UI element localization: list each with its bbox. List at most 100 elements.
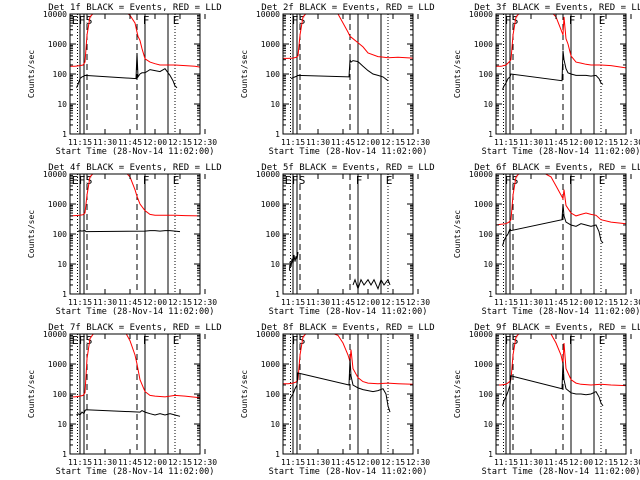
panel-title: Det 4f BLACK = Events, RED = LLD: [48, 163, 221, 173]
phase-label: E: [285, 174, 292, 187]
plot-frame: [69, 173, 201, 295]
x-tick-label: 11:30: [306, 458, 330, 467]
panel-title: Det 5f BLACK = Events, RED = LLD: [261, 163, 434, 173]
x-tick-label: 11:30: [93, 298, 117, 307]
y-tick-label: 10000: [469, 330, 493, 339]
x-tick-label: 11:45: [331, 458, 355, 467]
phase-label: E: [599, 14, 606, 27]
y-tick-label: 10: [270, 260, 280, 269]
y-tick-label: 1000: [261, 360, 280, 369]
panel-6: Det 6f BLACK = Events, RED = LLD Counts/s…: [453, 163, 640, 317]
plot-frame: [282, 173, 414, 295]
y-tick-label: 1000: [474, 40, 493, 49]
series-events-line: [76, 409, 181, 417]
phase-label: F: [356, 174, 363, 187]
series-lld-line: [70, 14, 200, 68]
panel-7: Det 7f BLACK = Events, RED = LLD Counts/s…: [27, 323, 222, 477]
phase-label: F: [292, 334, 299, 347]
phase-label: F: [569, 174, 576, 187]
y-tick-label: 10: [483, 260, 493, 269]
x-tick-label: 12:30: [193, 458, 217, 467]
phase-label: F: [569, 334, 576, 347]
phase-label: E: [173, 14, 180, 27]
y-tick-label: 1: [488, 450, 493, 459]
y-axis-label: Counts/sec: [240, 50, 249, 98]
plot-frame: [495, 173, 627, 295]
y-tick-label: 1000: [48, 40, 67, 49]
x-tick-label: 11:45: [118, 298, 142, 307]
series-events-line: [502, 361, 604, 407]
panel-3: Det 3f BLACK = Events, RED = LLD Counts/s…: [453, 3, 640, 157]
y-tick-label: 1000: [474, 360, 493, 369]
plot-frame: [495, 333, 627, 455]
panel-1: Det 1f BLACK = Events, RED = LLD Counts/s…: [27, 3, 222, 157]
y-tick-label: 10000: [469, 10, 493, 19]
x-tick-label: 11:45: [118, 458, 142, 467]
phase-label: F: [79, 14, 86, 27]
phase-label: E: [72, 334, 79, 347]
y-tick-label: 10: [57, 260, 67, 269]
panel-4: Det 4f BLACK = Events, RED = LLD Counts/s…: [27, 163, 222, 317]
x-tick-label: 12:30: [193, 138, 217, 147]
phase-label: F: [292, 14, 299, 27]
y-tick-label: 10000: [256, 170, 280, 179]
series-events-line: [290, 59, 389, 82]
x-axis-label: Start Time (28-Nov-14 11:02:00): [269, 147, 428, 157]
panel-title: Det 9f BLACK = Events, RED = LLD: [474, 323, 640, 333]
y-tick-label: 10000: [43, 330, 67, 339]
y-tick-label: 1000: [474, 200, 493, 209]
phase-label: F: [505, 14, 512, 27]
x-tick-label: 11:15: [281, 298, 305, 307]
x-tick-label: 12:30: [406, 298, 430, 307]
x-tick-label: 11:30: [93, 458, 117, 467]
series-events-line: [76, 52, 178, 89]
y-tick-label: 100: [266, 230, 281, 239]
x-tick-label: 11:15: [281, 458, 305, 467]
phase-label: S: [299, 174, 306, 187]
x-tick-label: 12:15: [594, 458, 618, 467]
panel-title: Det 8f BLACK = Events, RED = LLD: [261, 323, 434, 333]
series-lld-line: [496, 14, 626, 69]
plot-frame: [282, 333, 414, 455]
y-tick-label: 10: [57, 420, 67, 429]
phase-label: F: [505, 334, 512, 347]
x-tick-label: 12:15: [168, 298, 192, 307]
x-tick-label: 12:15: [381, 138, 405, 147]
x-tick-label: 11:30: [519, 138, 543, 147]
x-tick-label: 12:30: [619, 458, 640, 467]
y-tick-label: 1: [275, 130, 280, 139]
x-tick-label: 12:00: [143, 298, 167, 307]
x-tick-label: 11:15: [494, 138, 518, 147]
x-tick-label: 12:15: [381, 458, 405, 467]
y-tick-label: 10000: [43, 10, 67, 19]
y-axis-label: Counts/sec: [240, 370, 249, 418]
x-tick-label: 11:45: [331, 298, 355, 307]
series-lld-line: [283, 334, 413, 385]
y-tick-label: 100: [266, 70, 281, 79]
phase-label: E: [599, 334, 606, 347]
plot-frame: [495, 13, 627, 135]
series-lld-line: [496, 174, 626, 226]
x-axis-label: Start Time (28-Nov-14 11:02:00): [269, 307, 428, 317]
y-axis-label: Counts/sec: [453, 370, 462, 418]
x-tick-label: 11:30: [306, 298, 330, 307]
phase-label: F: [143, 174, 150, 187]
x-tick-label: 11:30: [93, 138, 117, 147]
x-tick-label: 11:30: [306, 138, 330, 147]
x-axis-label: Start Time (28-Nov-14 11:02:00): [482, 467, 640, 477]
phase-label: E: [599, 174, 606, 187]
phase-label: E: [72, 174, 79, 187]
x-axis-label: Start Time (28-Nov-14 11:02:00): [56, 307, 215, 317]
series-events-line: [77, 230, 181, 233]
y-tick-label: 10: [270, 100, 280, 109]
x-tick-label: 12:15: [168, 458, 192, 467]
panel-title: Det 3f BLACK = Events, RED = LLD: [474, 3, 640, 13]
x-tick-label: 11:15: [494, 298, 518, 307]
x-tick-label: 12:00: [569, 458, 593, 467]
x-tick-label: 11:45: [544, 138, 568, 147]
y-tick-label: 10: [270, 420, 280, 429]
panel-title: Det 6f BLACK = Events, RED = LLD: [474, 163, 640, 173]
y-tick-label: 1: [275, 290, 280, 299]
y-tick-label: 10000: [43, 170, 67, 179]
